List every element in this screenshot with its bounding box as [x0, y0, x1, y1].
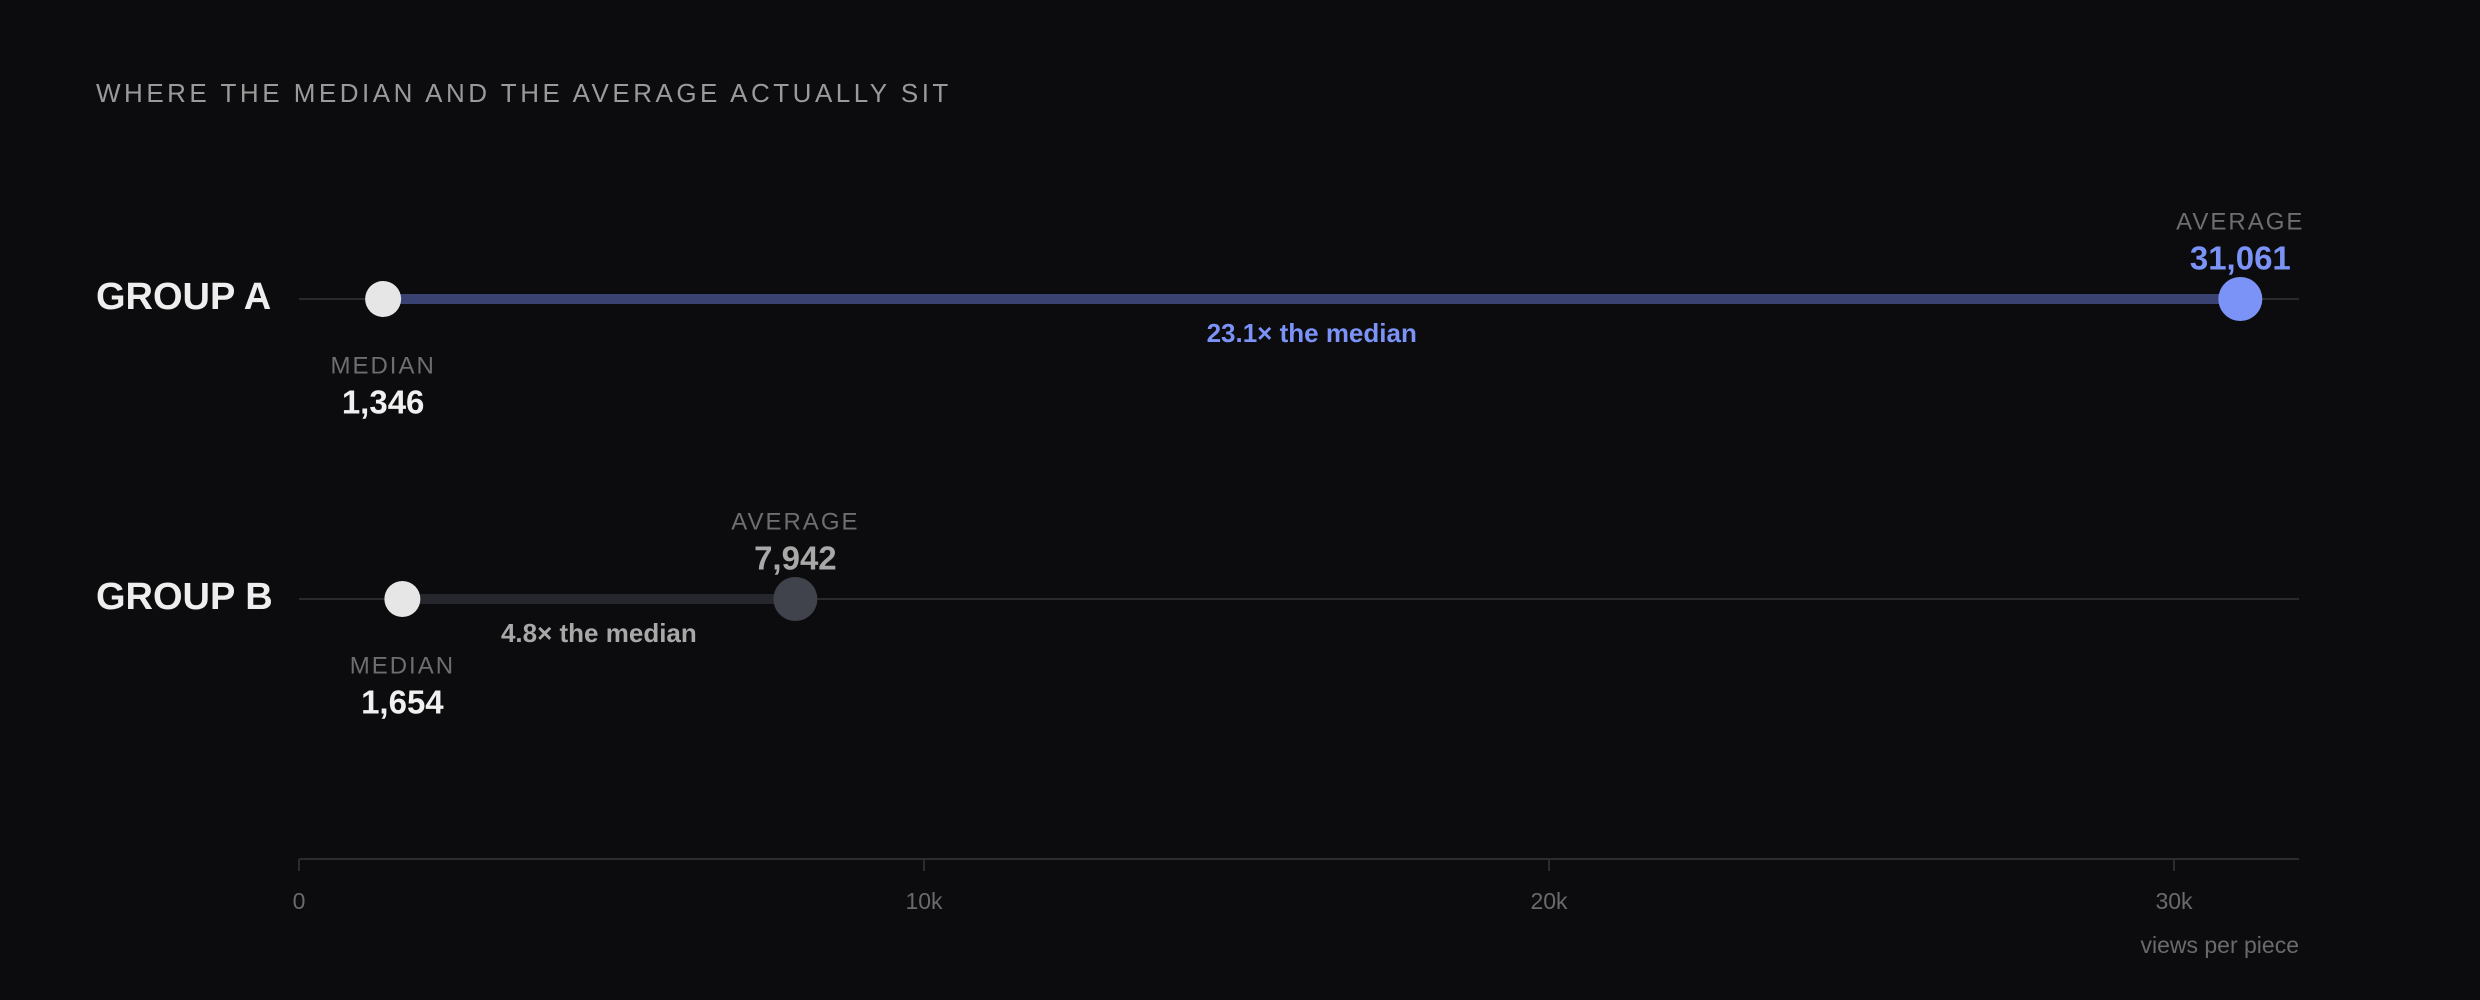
- median-label: MEDIAN: [350, 652, 455, 679]
- median-dot: [384, 581, 421, 617]
- group-label: GROUP B: [96, 576, 273, 618]
- x-tick-label: 30k: [2155, 888, 2193, 914]
- median-dot: [365, 281, 402, 317]
- median-label: MEDIAN: [330, 352, 435, 379]
- group-label: GROUP A: [96, 276, 271, 318]
- average-label: AVERAGE: [731, 508, 859, 535]
- chart-title: WHERE THE MEDIAN AND THE AVERAGE ACTUALL…: [96, 78, 952, 108]
- x-tick-label: 0: [293, 888, 306, 914]
- x-tick-label: 10k: [905, 888, 943, 914]
- average-label: AVERAGE: [2176, 208, 2304, 235]
- average-value: 7,942: [754, 540, 837, 577]
- x-tick-label: 20k: [1530, 888, 1568, 914]
- ratio-label: 4.8× the median: [501, 618, 697, 648]
- ratio-label: 23.1× the median: [1207, 318, 1417, 348]
- median-value: 1,654: [361, 684, 444, 721]
- x-axis-label: views per piece: [2140, 932, 2299, 958]
- median-value: 1,346: [342, 384, 425, 421]
- average-dot: [773, 577, 818, 621]
- average-dot: [2218, 277, 2263, 321]
- average-value: 31,061: [2190, 240, 2291, 277]
